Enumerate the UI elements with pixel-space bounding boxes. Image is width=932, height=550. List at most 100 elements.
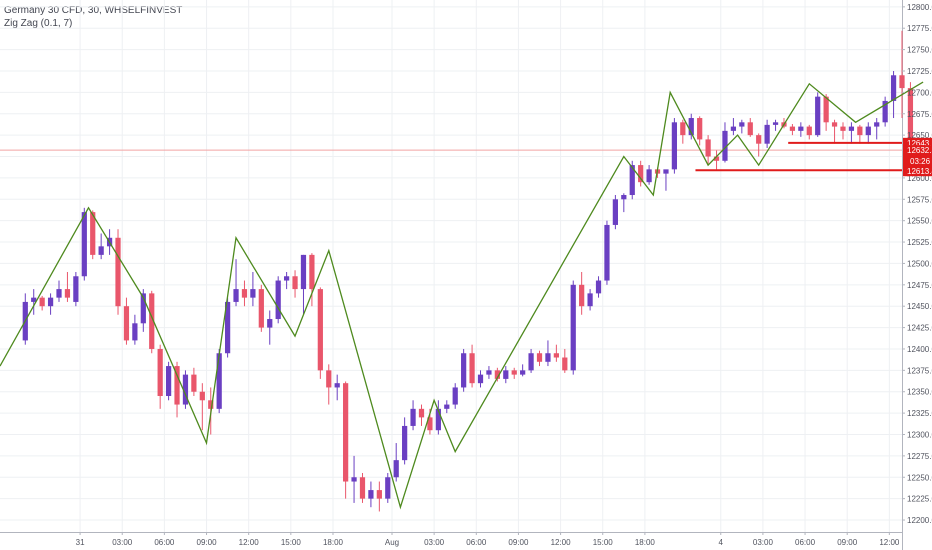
candle-body xyxy=(638,165,644,183)
candle-body xyxy=(47,297,54,307)
candle-body xyxy=(747,122,753,136)
time-tick-label: 03:00 xyxy=(753,538,774,547)
candle-body xyxy=(907,88,914,154)
candle-body xyxy=(376,490,382,499)
candle xyxy=(730,118,737,136)
price-tick-label: 12750.0 xyxy=(907,46,932,55)
candle-body xyxy=(410,408,416,426)
price-tick-label: 12350.0 xyxy=(907,388,932,397)
candle xyxy=(697,116,703,146)
candle xyxy=(191,367,197,397)
candle-body xyxy=(56,289,62,298)
time-tick-label: 15:00 xyxy=(593,538,614,547)
candle-body xyxy=(182,374,189,405)
level-price-tag-background xyxy=(903,166,932,177)
candle-body xyxy=(250,289,256,298)
candle-body xyxy=(520,370,526,375)
time-tick-label: 4 xyxy=(719,538,724,547)
candle-body xyxy=(292,276,298,290)
level-price-tag: 12643.1 xyxy=(903,137,932,148)
candle-body xyxy=(595,280,602,294)
candle-body xyxy=(64,289,71,298)
time-tick-label: 12:00 xyxy=(879,538,900,547)
candle xyxy=(528,348,534,373)
level-price-tag: 12613.4 xyxy=(903,166,932,177)
candle xyxy=(250,271,256,307)
candle xyxy=(334,374,340,401)
time-tick-label: 03:00 xyxy=(424,538,445,547)
candle-body xyxy=(132,323,138,341)
candle-body xyxy=(385,477,391,499)
candle-body xyxy=(157,348,163,397)
candle xyxy=(595,276,602,298)
countdown-label: 03:26 xyxy=(910,157,931,166)
candle-body xyxy=(697,118,703,140)
candle-body xyxy=(536,353,543,362)
candle-body xyxy=(865,126,871,136)
candle xyxy=(284,271,290,290)
time-tick-label: 15:00 xyxy=(281,538,302,547)
price-tick-label: 12250.0 xyxy=(907,473,932,482)
candle xyxy=(267,310,273,345)
time-tick-label: 09:00 xyxy=(197,538,218,547)
candle xyxy=(553,344,559,362)
candle xyxy=(39,295,45,311)
candle xyxy=(343,381,349,499)
candle xyxy=(831,119,838,144)
chart-legend: Germany 30 CFD, 30, WHSELFINVEST Zig Zag… xyxy=(4,4,182,30)
price-tick-label: 12675.0 xyxy=(907,110,932,119)
candle-body xyxy=(90,212,96,255)
candle xyxy=(823,94,829,131)
candle xyxy=(722,122,728,163)
candle xyxy=(410,400,416,431)
last-price-tag-background xyxy=(903,145,932,168)
candle xyxy=(840,122,846,140)
candle-body xyxy=(629,165,635,196)
candle xyxy=(402,417,408,465)
candle xyxy=(140,289,146,332)
candle-body xyxy=(469,353,475,384)
candle xyxy=(747,118,753,137)
candle xyxy=(511,367,517,379)
price-tick-label: 12700.0 xyxy=(907,88,932,97)
candle xyxy=(157,344,163,409)
candle-body xyxy=(165,366,172,397)
candle-body xyxy=(621,195,627,200)
candle xyxy=(520,364,526,377)
price-tick-label: 12550.0 xyxy=(907,217,932,226)
candle-body xyxy=(604,224,610,281)
candle-body xyxy=(831,122,838,127)
candle-body xyxy=(444,404,450,409)
time-tick-label: 06:00 xyxy=(466,538,487,547)
candle xyxy=(503,366,509,384)
candle-body xyxy=(848,126,855,131)
candle xyxy=(469,344,475,388)
candle-body xyxy=(528,353,534,371)
candle-body xyxy=(149,293,155,349)
candle xyxy=(22,293,28,345)
price-tick-label: 12475.0 xyxy=(907,281,932,290)
candle xyxy=(587,289,593,311)
candle xyxy=(882,96,888,127)
price-tick-label: 12575.0 xyxy=(907,195,932,204)
candle-body xyxy=(494,370,500,379)
grid-lines xyxy=(0,0,902,532)
candle xyxy=(385,472,391,503)
candle xyxy=(174,361,180,418)
candle xyxy=(149,290,155,354)
candle-body xyxy=(553,353,559,358)
candle-body xyxy=(275,280,281,320)
candle xyxy=(73,271,79,307)
candle xyxy=(579,271,585,315)
price-tick-label: 12200.0 xyxy=(907,516,932,525)
candle-body xyxy=(81,212,87,277)
candle-body xyxy=(334,383,340,388)
price-tick-label: 12375.0 xyxy=(907,366,932,375)
candle-body xyxy=(309,254,315,290)
candle xyxy=(31,289,37,315)
candle-body xyxy=(402,425,408,461)
candle-body xyxy=(764,124,770,144)
symbol-title: Germany 30 CFD, 30, WHSELFINVEST xyxy=(4,5,183,16)
candle-body xyxy=(241,289,248,298)
